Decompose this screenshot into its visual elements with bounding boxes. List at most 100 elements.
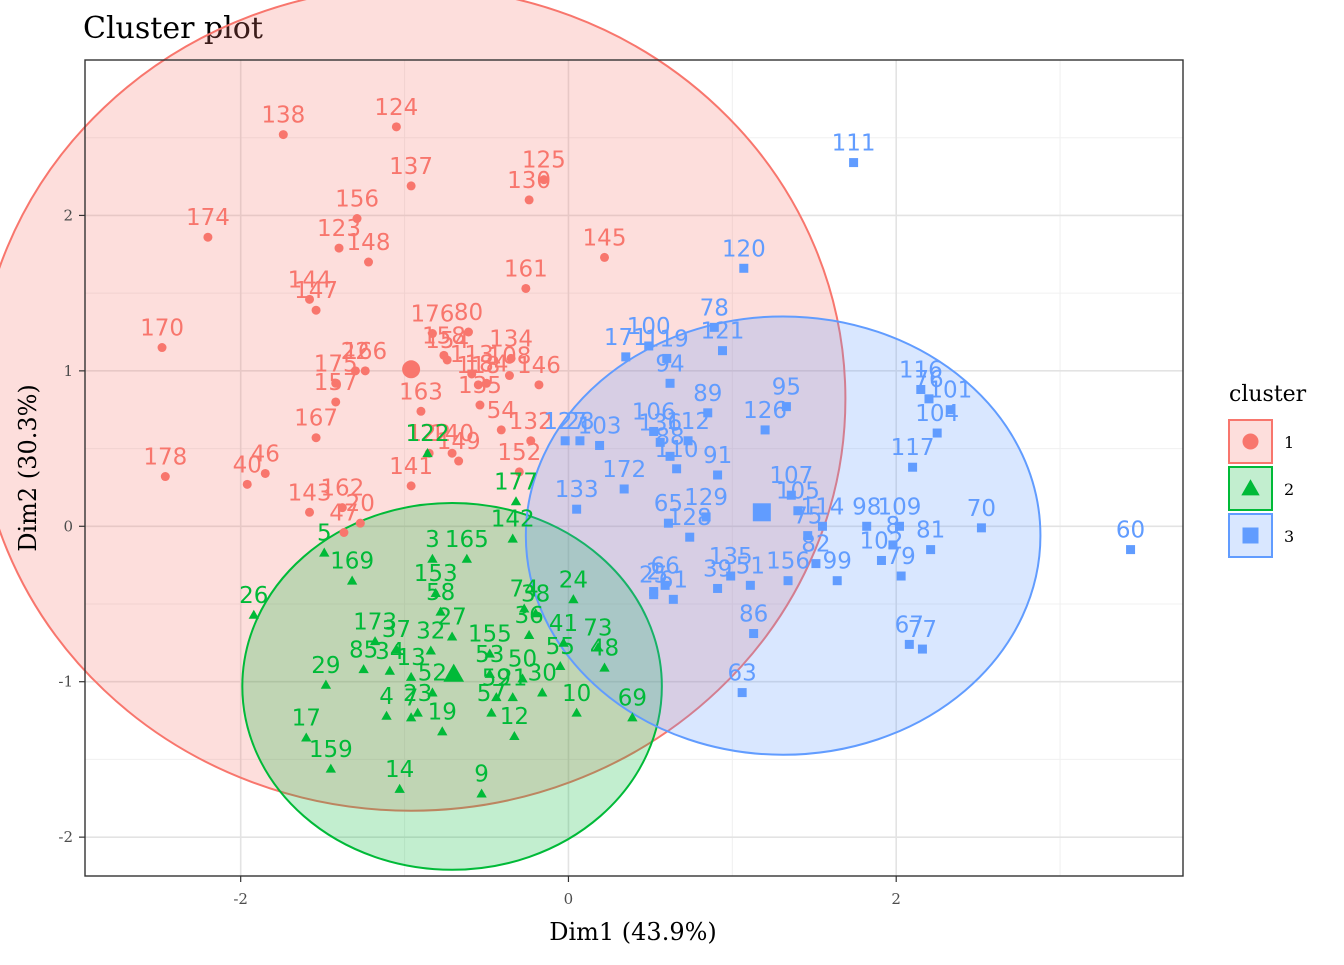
cluster-1-point <box>364 257 374 267</box>
cluster-1-point <box>260 468 270 478</box>
x-tick-label: -2 <box>233 890 248 908</box>
cluster-3-point <box>649 590 659 600</box>
cluster-3-point-label: 105 <box>776 479 820 505</box>
cluster-3-point-label: 89 <box>693 381 722 407</box>
cluster-3-point <box>709 322 719 332</box>
cluster-1-point <box>331 397 341 407</box>
cluster-2-point-label: 142 <box>491 507 535 533</box>
cluster-3-point-label: 99 <box>823 549 852 575</box>
cluster-1-point-label: 135 <box>458 373 502 399</box>
cluster-3-point <box>976 523 986 533</box>
cluster-3-point <box>760 425 770 435</box>
cluster-2-point-label: 34 <box>375 639 404 665</box>
cluster-3-point-label: 100 <box>627 314 671 340</box>
cluster-3-point <box>793 506 803 516</box>
cluster-2-point-label: 12 <box>500 704 529 730</box>
cluster-3-point-label: 8 <box>886 513 901 539</box>
cluster-3-point-label: 76 <box>914 367 943 393</box>
cluster-2-point-label: 26 <box>239 583 268 609</box>
cluster-1-point <box>600 252 610 262</box>
cluster-2-point <box>405 712 417 722</box>
cluster-3-point-label: 128 <box>668 505 712 531</box>
cluster-1-point-label: 167 <box>294 406 338 432</box>
cluster-2-point <box>358 664 369 674</box>
cluster-1-point-label: 157 <box>314 370 358 396</box>
cluster-1-point <box>203 232 213 242</box>
cluster-2-center <box>443 663 465 682</box>
cluster-3-point <box>665 451 675 461</box>
cluster-1-point-label: 122 <box>407 421 451 447</box>
cluster-3-point-label: 171 <box>604 325 648 351</box>
cluster-3-point-label: 2 <box>646 560 661 586</box>
y-tick-label: 1 <box>63 362 73 380</box>
cluster-1-point-label: 152 <box>497 440 541 466</box>
cluster-3-point <box>745 580 755 590</box>
legend-label-2: 2 <box>1284 480 1294 499</box>
cluster-2-point <box>446 631 458 641</box>
cluster-3-point-label: 102 <box>860 528 904 554</box>
cluster-2-point <box>510 496 522 506</box>
cluster-1-point <box>534 380 544 390</box>
cluster-3-point-label: 133 <box>555 477 599 503</box>
cluster-1-point <box>331 378 341 388</box>
cluster-2-point <box>517 673 528 683</box>
cluster-1-point-label: 138 <box>261 103 305 129</box>
cluster-1-point <box>311 433 321 443</box>
x-tick-label: 2 <box>891 890 901 908</box>
cluster-3-point-label: 66 <box>650 553 679 579</box>
cluster-2-point <box>484 648 495 658</box>
cluster-2-point <box>627 712 638 722</box>
cluster-2-point-label: 13 <box>396 645 425 671</box>
cluster-3-point-label: 110 <box>655 437 699 463</box>
cluster-2-point <box>437 726 448 736</box>
cluster-2-point <box>476 788 487 798</box>
cluster-1-point <box>454 456 464 466</box>
cluster-1-point-label: 158 <box>422 323 466 349</box>
cluster-1-point-label: 166 <box>343 339 387 365</box>
cluster-1-point <box>447 448 457 458</box>
cluster-1-point-label: 118 <box>456 353 500 379</box>
cluster-1-point-label: 178 <box>143 445 187 471</box>
cluster-3-point <box>621 352 631 362</box>
cluster-2-point-label: 59 <box>482 665 511 691</box>
cluster-2-point <box>592 642 604 652</box>
cluster-3-point-label: 106 <box>632 399 676 425</box>
legend-marker-2 <box>1241 479 1260 496</box>
cluster-1-point <box>526 436 536 446</box>
cluster-3-point <box>849 158 859 168</box>
cluster-3-point-label: 112 <box>666 409 710 435</box>
cluster-1-point-label: 108 <box>487 344 531 370</box>
cluster-1-point <box>311 305 321 315</box>
cluster-3-point-label: 101 <box>928 378 972 404</box>
cluster-2-point <box>519 603 530 613</box>
cluster-3-point-label: 95 <box>772 375 801 401</box>
cluster-3-point-label: 77 <box>908 617 937 643</box>
cluster-2-point <box>427 553 438 563</box>
cluster-2-point-label: 27 <box>437 605 466 631</box>
cluster-1-point-label: 174 <box>186 205 230 231</box>
cluster-3-point-label: 82 <box>801 532 830 558</box>
cluster-1-point <box>278 130 288 140</box>
cluster-3-point-label: 70 <box>967 496 996 522</box>
plot-border <box>84 59 1184 877</box>
cluster-3-point-label: 129 <box>684 485 728 511</box>
cluster-3-point <box>945 405 955 415</box>
cluster-3-point-label: 67 <box>895 612 924 638</box>
y-tick-label: -1 <box>58 673 73 691</box>
cluster-1-point <box>242 479 252 489</box>
cluster-3-point-label: 88 <box>655 424 684 450</box>
cluster-3-point <box>908 462 918 472</box>
cluster-1-point-label: 134 <box>489 326 533 352</box>
cluster-3-point-label: 94 <box>655 351 684 377</box>
cluster-3-point <box>683 436 693 446</box>
cluster-2-point <box>599 662 610 672</box>
cluster-3-point <box>665 378 675 388</box>
cluster-3-point <box>888 540 898 550</box>
cluster-3-point-label: 136 <box>638 410 682 436</box>
cluster-2-point-label: 173 <box>353 609 397 635</box>
cluster-3-point-label: 51 <box>736 553 765 579</box>
cluster-3-point-label: 172 <box>602 457 646 483</box>
cluster-2-point-label: 73 <box>583 616 612 642</box>
